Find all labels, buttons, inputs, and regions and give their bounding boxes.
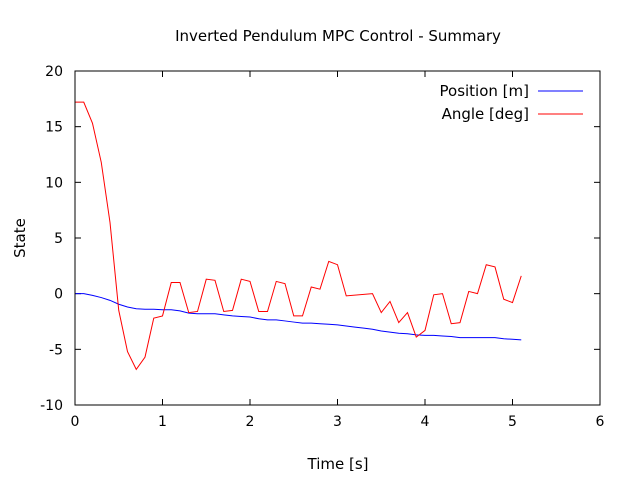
x-axis-label: Time [s]	[307, 455, 369, 473]
x-axis-ticks: 0 1 2 3 4 5 6	[71, 71, 605, 430]
x-tick-label: 1	[158, 414, 167, 430]
x-tick-label: 6	[596, 414, 605, 430]
legend-label: Position [m]	[440, 82, 530, 100]
x-tick-label: 5	[508, 414, 517, 430]
legend-label: Angle [deg]	[442, 105, 529, 123]
y-axis-ticks: -10 -5 0 5 10 15 20	[40, 64, 600, 414]
y-tick-label: -5	[49, 342, 63, 358]
x-tick-label: 2	[246, 414, 255, 430]
y-tick-label: 0	[54, 287, 63, 303]
y-tick-label: 20	[45, 64, 63, 80]
y-tick-label: 15	[45, 120, 63, 136]
series-line-angle	[75, 101, 522, 371]
x-tick-label: 4	[421, 414, 430, 430]
y-axis-label: State	[11, 218, 29, 258]
legend: Position [m] Angle [deg]	[440, 82, 583, 123]
plot-frame	[74, 70, 601, 406]
x-tick-label: 3	[333, 414, 342, 430]
y-tick-label: 10	[45, 175, 63, 191]
y-tick-label: -10	[40, 398, 63, 414]
series-line-position	[75, 293, 522, 341]
chart-title: Inverted Pendulum MPC Control - Summary	[175, 27, 501, 45]
series-layer	[75, 101, 522, 371]
x-tick-label: 0	[71, 414, 80, 430]
y-tick-label: 5	[54, 231, 63, 247]
